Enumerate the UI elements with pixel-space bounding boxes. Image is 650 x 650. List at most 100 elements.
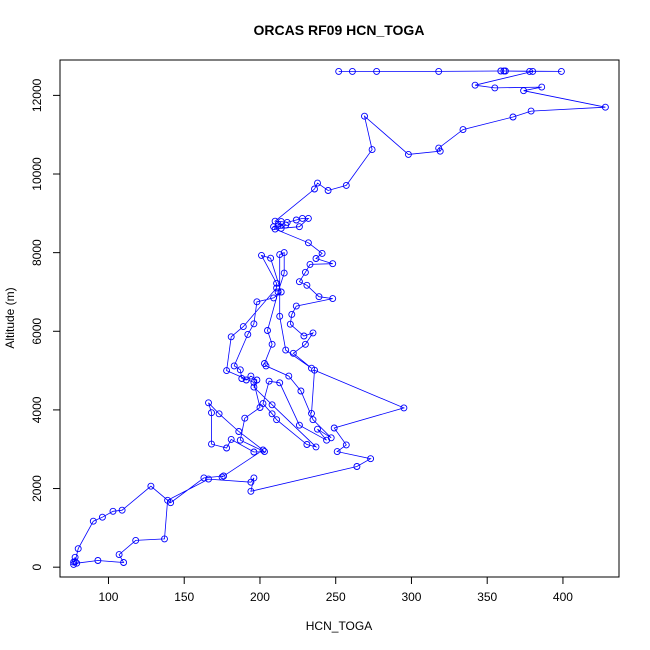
data-point <box>147 482 155 490</box>
data-point <box>282 346 290 354</box>
data-point <box>227 333 235 341</box>
data-point <box>236 436 244 444</box>
data-point <box>267 254 275 262</box>
x-tick-label: 200 <box>250 590 270 604</box>
data-point <box>436 147 444 155</box>
x-axis-label: HCN_TOGA <box>306 619 372 633</box>
data-point <box>301 340 309 348</box>
data-point <box>205 475 212 483</box>
data-point <box>241 414 249 422</box>
data-point <box>236 366 244 374</box>
data-point <box>304 214 312 222</box>
data-point <box>295 421 303 429</box>
data-point <box>286 320 294 328</box>
y-axis: 0 2000 4000 6000 8000 10000 12000 <box>30 78 61 571</box>
data-point <box>342 181 350 189</box>
data-point <box>400 404 408 412</box>
data-point <box>256 404 264 411</box>
data-point <box>250 383 258 391</box>
data-point <box>205 399 212 407</box>
data-point <box>277 288 285 296</box>
data-point <box>250 320 258 328</box>
data-point <box>276 379 284 387</box>
data-point <box>250 378 258 386</box>
data-point <box>288 310 296 318</box>
y-tick-label: 12000 <box>30 78 44 112</box>
data-point <box>223 367 231 375</box>
x-tick-label: 150 <box>174 590 194 604</box>
data-point <box>367 455 375 463</box>
data-point <box>70 558 78 566</box>
data-point <box>259 446 267 454</box>
data-point <box>280 269 288 277</box>
data-point <box>132 536 140 544</box>
data-point <box>273 279 281 287</box>
data-point <box>527 107 535 115</box>
data-point <box>276 251 284 259</box>
data-point <box>271 225 279 233</box>
data-point <box>324 187 332 194</box>
data-point <box>161 535 168 543</box>
data-point <box>273 284 281 292</box>
data-point <box>311 185 318 193</box>
data-point <box>208 409 215 417</box>
data-point <box>276 312 284 320</box>
data-point <box>361 112 368 120</box>
x-tick-label: 250 <box>326 590 346 604</box>
data-point <box>509 113 517 121</box>
data-point <box>329 295 337 303</box>
data-point <box>303 441 311 448</box>
data-point <box>435 67 443 75</box>
data-point <box>282 221 290 229</box>
data-point <box>70 560 78 568</box>
plot-frame <box>59 59 620 578</box>
data-point <box>323 436 331 444</box>
data-point <box>500 67 508 75</box>
data-point <box>373 67 381 75</box>
data-point <box>235 428 243 435</box>
data-point <box>223 444 231 452</box>
y-tick-label: 2000 <box>30 475 44 502</box>
data-point <box>264 327 271 334</box>
data-point <box>208 440 215 448</box>
series-line <box>73 70 606 565</box>
data-point <box>306 260 314 268</box>
data-point <box>308 409 315 417</box>
data-point <box>268 340 276 348</box>
data-point <box>520 87 528 95</box>
data-point <box>115 551 123 559</box>
data-point <box>301 268 309 276</box>
data-point <box>309 416 317 424</box>
x-tick-label: 300 <box>401 590 421 604</box>
data-point <box>491 84 499 92</box>
data-point <box>295 278 303 286</box>
data-point <box>273 416 281 424</box>
data-point <box>74 545 82 553</box>
data-point <box>297 387 305 395</box>
data-point <box>368 146 376 154</box>
data-point <box>227 435 235 443</box>
data-point <box>238 375 246 382</box>
data-point <box>309 329 317 337</box>
data-point <box>89 517 97 525</box>
data-point <box>314 179 321 187</box>
data-point <box>315 293 323 301</box>
data-point <box>262 362 270 370</box>
data-point <box>289 349 297 357</box>
data-point <box>109 507 117 515</box>
data-point <box>318 249 326 257</box>
data-point <box>270 294 278 302</box>
x-tick-label: 400 <box>553 590 573 604</box>
data-point <box>342 441 350 449</box>
data-point <box>311 366 318 374</box>
data-point <box>529 67 537 75</box>
data-point <box>538 83 546 91</box>
data-point <box>247 487 255 495</box>
data-point <box>274 288 282 296</box>
data-point <box>329 260 337 268</box>
data-point <box>215 410 223 418</box>
data-point <box>250 448 258 456</box>
data-point <box>73 559 81 567</box>
data-point <box>120 559 128 566</box>
data-point <box>312 255 320 262</box>
